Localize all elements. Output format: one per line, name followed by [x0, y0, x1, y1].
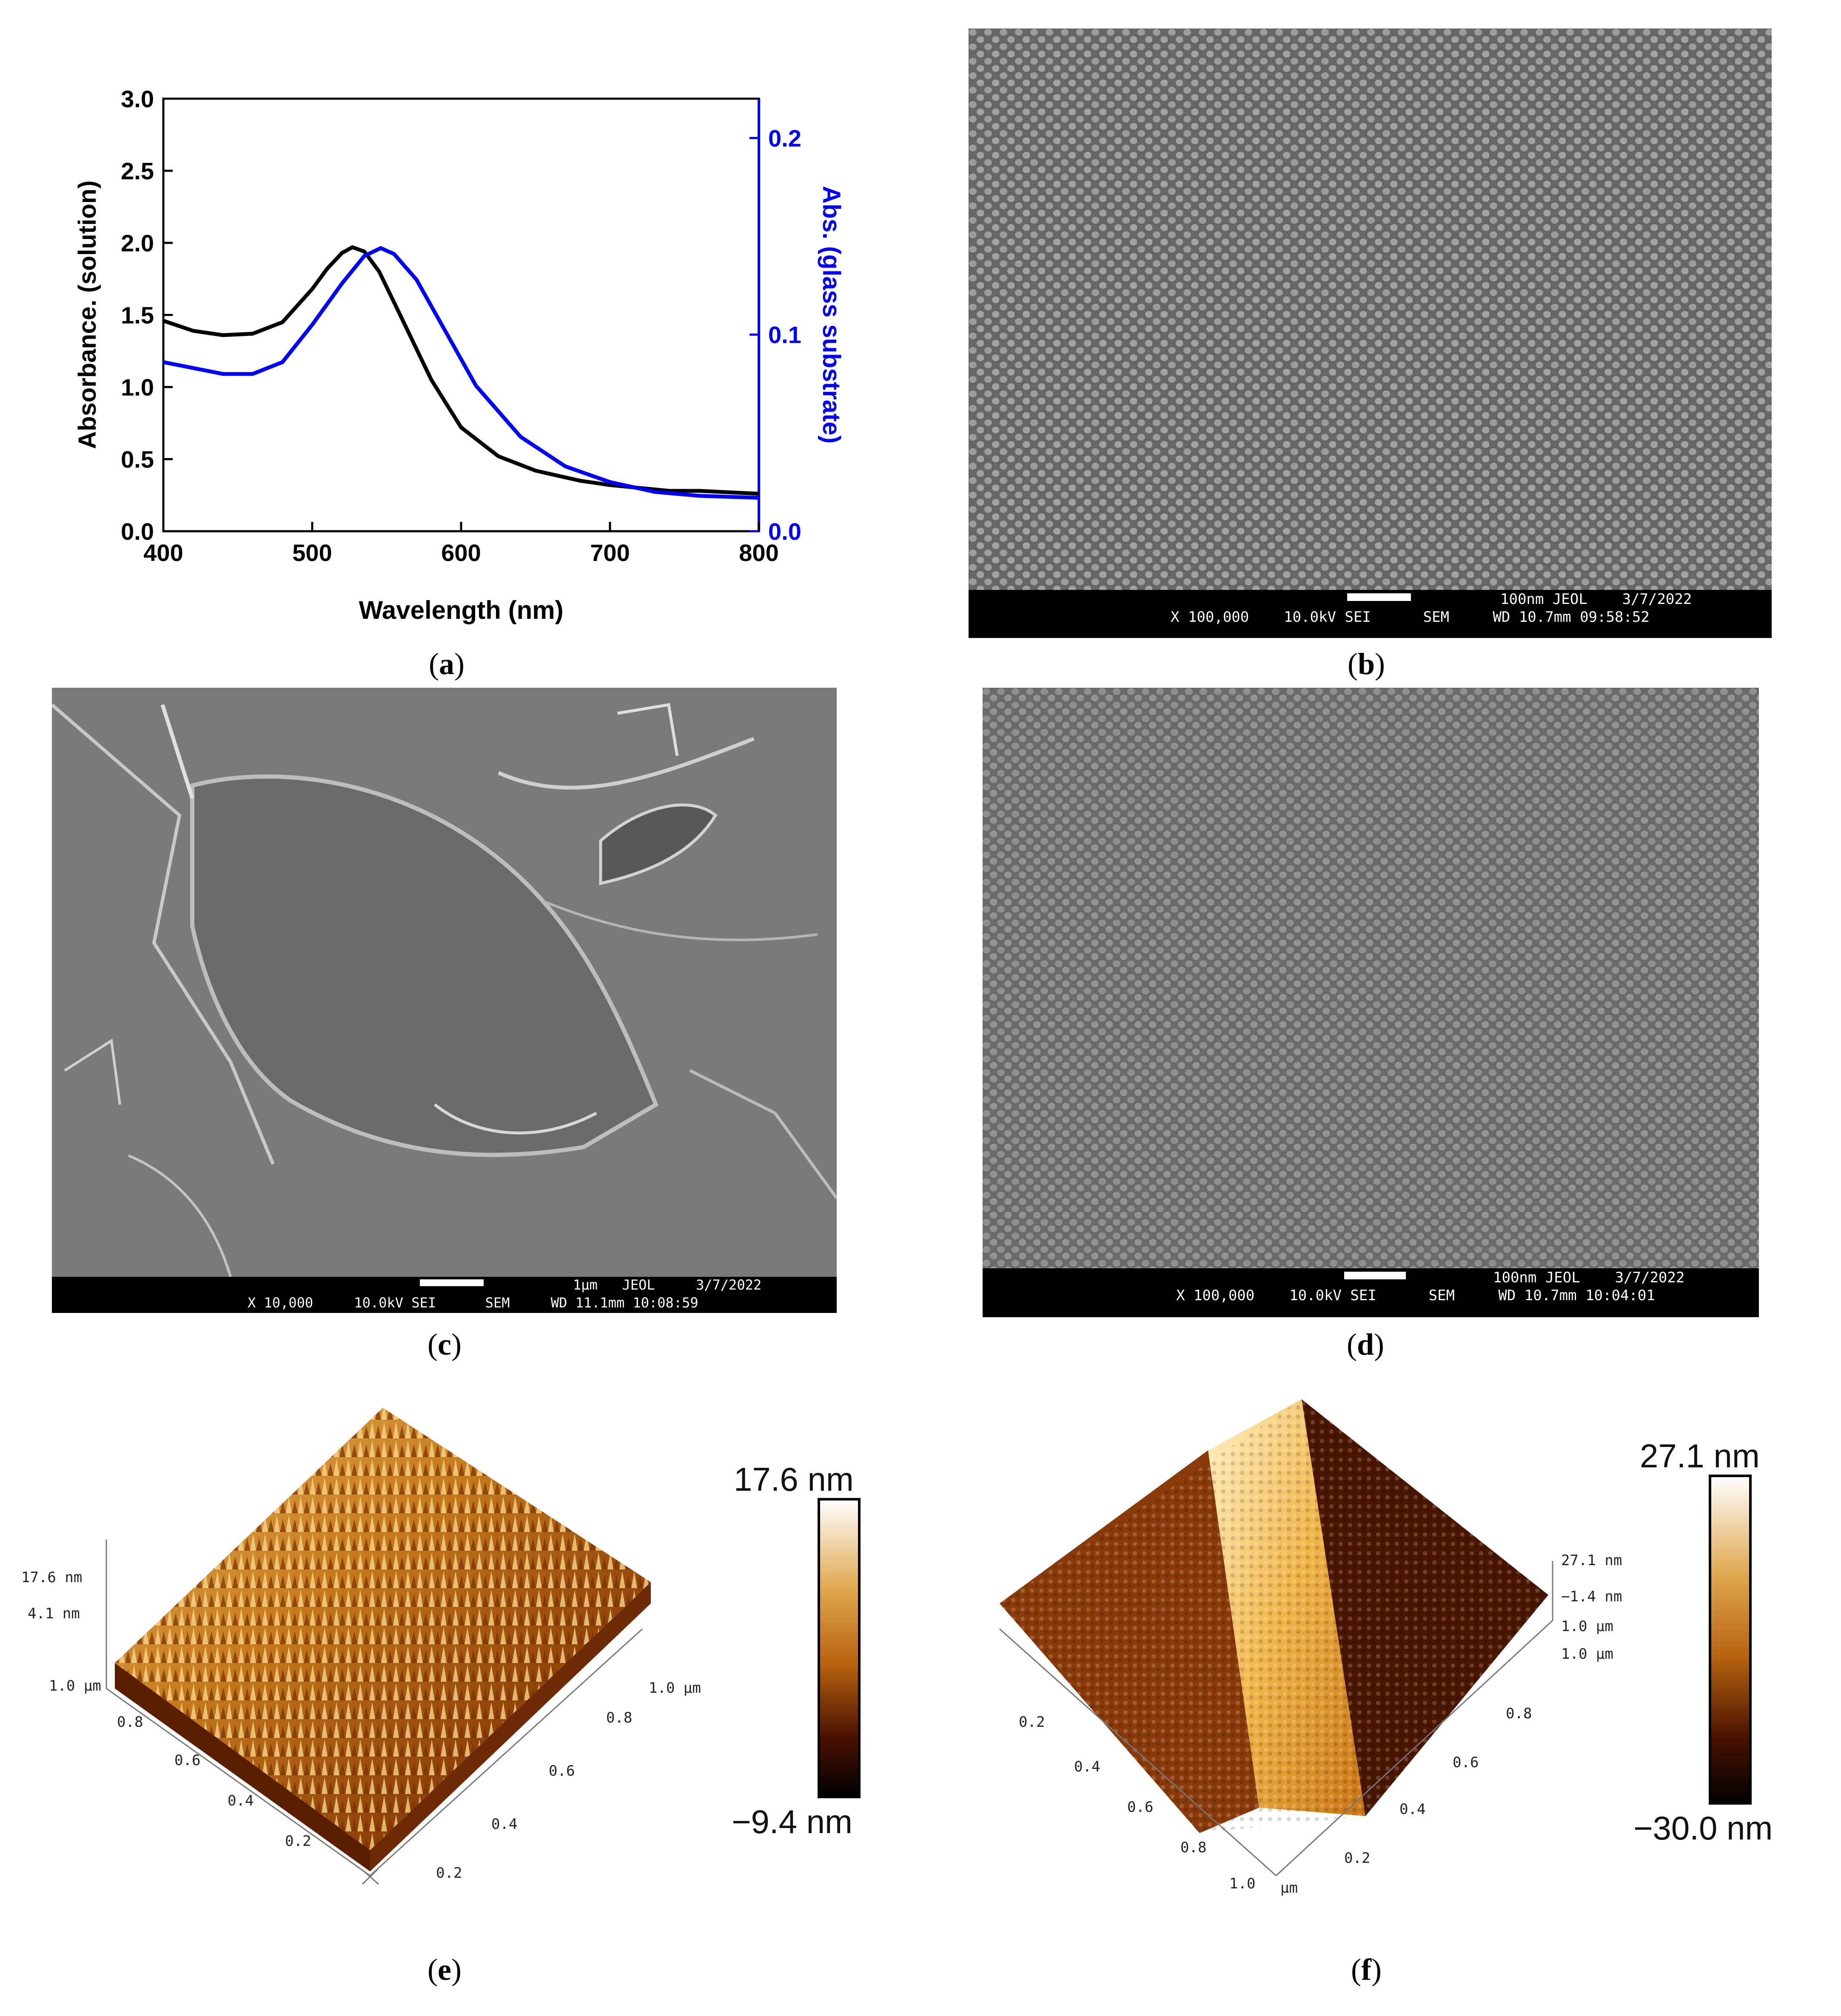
y-right-tick-label: 0.0 — [768, 518, 801, 545]
right-tick-4: 0.2 — [436, 1865, 462, 1882]
sem-image-d: 100nm JEOL 3/7/2022 X 100,000 10.0kV SEI… — [983, 688, 1759, 1317]
sem-line1: 1μm JEOL 3/7/2022 — [573, 1277, 762, 1293]
sem-line1: 100nm JEOL 3/7/2022 — [1500, 591, 1692, 608]
y-left-tick-label: 0.0 — [121, 518, 154, 545]
series-line-glass-substrate — [163, 246, 759, 500]
colorbar-max: 27.1 nm — [1640, 1437, 1760, 1475]
z-top-label: 17.6 nm — [21, 1569, 82, 1586]
z-mid-label: −1.4 nm — [1561, 1588, 1622, 1605]
y-left-tick-label: 3.0 — [121, 85, 154, 112]
z-mid-label: 4.1 nm — [28, 1605, 80, 1622]
corner-right-label: 1.0 μm — [1561, 1646, 1613, 1663]
sem-image-b: 100nm JEOL 3/7/2022 X 100,000 10.0kV SEI… — [969, 28, 1772, 638]
panel-a: 0.0 0.5 1.0 1.5 2.0 2.5 3.0 0.0 0.1 0.2 400 500 60… — [0, 0, 851, 638]
x-tick-label: 400 — [143, 539, 183, 566]
nanoparticle-texture — [983, 688, 1759, 1268]
x-tick-label: 500 — [292, 539, 332, 566]
sem-line1: 100nm JEOL 3/7/2022 — [1493, 1269, 1685, 1286]
left-tick-1: 0.2 — [1019, 1714, 1045, 1731]
left-tick-2: 0.6 — [174, 1752, 200, 1769]
panel-f: 0.2 0.4 0.6 0.8 1.0 μm 0.8 0.6 0.4 0.2 2… — [936, 1382, 1841, 1944]
scale-bar — [420, 1279, 484, 1286]
z-unit-label: 1.0 μm — [1561, 1618, 1613, 1635]
caption-a: (a) — [429, 647, 465, 681]
right-tick-1: 0.8 — [606, 1709, 632, 1726]
left-tick-3: 0.4 — [228, 1792, 254, 1809]
graphene-texture — [52, 688, 837, 1277]
sem-image-c: 1μm JEOL 3/7/2022 X 10,000 10.0kV SEI SE… — [52, 688, 837, 1313]
y-left-tick-label: 1.0 — [121, 374, 154, 401]
corner-right-label: 1.0 μm — [649, 1680, 701, 1697]
x-tick-label: 700 — [590, 539, 630, 566]
caption-d: (d) — [1346, 1327, 1384, 1361]
left-tick-1: 0.8 — [117, 1714, 143, 1731]
colorbar-min: −9.4 nm — [732, 1803, 852, 1840]
absorbance-chart: 0.0 0.5 1.0 1.5 2.0 2.5 3.0 0.0 0.1 0.2 400 500 60… — [74, 85, 845, 624]
caption-f: (f) — [1351, 1953, 1382, 1987]
left-tick-4: 0.8 — [1180, 1839, 1206, 1856]
corner-bottom-label: 1.0 — [1229, 1875, 1255, 1892]
nanoparticle-texture — [969, 28, 1772, 590]
right-tick-4: 0.2 — [1344, 1850, 1370, 1867]
z-top-label: 27.1 nm — [1561, 1552, 1622, 1569]
right-tick-3: 0.4 — [491, 1816, 517, 1833]
caption-c: (c) — [427, 1327, 462, 1361]
afm-3d-e: 17.6 nm 4.1 nm 1.0 μm 1.0 μm 0.8 0.6 0.4… — [21, 1408, 701, 1885]
plot-frame — [162, 97, 760, 532]
left-tick-4: 0.2 — [285, 1833, 311, 1850]
right-tick-1: 0.8 — [1506, 1705, 1532, 1722]
y-right-tick-label: 0.2 — [768, 125, 801, 151]
y-left-tick-label: 1.5 — [121, 302, 154, 329]
y-left-tick-label: 2.0 — [121, 230, 154, 256]
colorbar-e: 17.6 nm −9.4 nm — [732, 1461, 861, 1840]
caption-e: (e) — [427, 1953, 462, 1987]
sem-line2: X 100,000 10.0kV SEI SEM WD 10.7mm 10:04… — [1176, 1287, 1655, 1304]
sem-line2: X 10,000 10.0kV SEI SEM WD 11.1mm 10:08:… — [248, 1295, 698, 1311]
colorbar-max: 17.6 nm — [734, 1461, 854, 1498]
right-tick-2: 0.6 — [549, 1763, 575, 1780]
x-tick-label: 800 — [739, 539, 778, 566]
y-right-tick-label: 0.1 — [768, 322, 801, 348]
corner-bottom-unit: μm — [1280, 1879, 1298, 1896]
scale-bar — [1347, 593, 1411, 601]
sem-line2: X 100,000 10.0kV SEI SEM WD 10.7mm 09:58… — [1171, 609, 1650, 626]
sem-info-bar: 1μm JEOL 3/7/2022 X 10,000 10.0kV SEI SE… — [52, 1277, 837, 1313]
scale-bar — [1344, 1272, 1406, 1279]
series-line-solution — [162, 245, 759, 496]
x-tick-label: 600 — [441, 539, 481, 566]
y-axis-left-label: Absorbance. (solution) — [74, 180, 101, 449]
sem-info-bar: 100nm JEOL 3/7/2022 X 100,000 10.0kV SEI… — [983, 1268, 1759, 1317]
colorbar-min: −30.0 nm — [1633, 1809, 1773, 1847]
afm-3d-f: 0.2 0.4 0.6 0.8 1.0 μm 0.8 0.6 0.4 0.2 — [999, 1399, 1553, 1896]
y-left-tick-label: 2.5 — [121, 158, 154, 185]
y-axis-right-label: Abs. (glass substrate) — [818, 186, 845, 444]
colorbar-f: 27.1 nm −30.0 nm — [1633, 1437, 1773, 1847]
caption-b: (b) — [1347, 647, 1385, 681]
x-axis-label: Wavelength (nm) — [359, 596, 563, 624]
panel-e: 17.6 nm 4.1 nm 1.0 μm 1.0 μm 0.8 0.6 0.4… — [0, 1382, 919, 1944]
afm-f-zaxis-labels: 27.1 nm −1.4 nm 1.0 μm 1.0 μm — [1561, 1552, 1622, 1663]
right-tick-2: 0.6 — [1453, 1754, 1479, 1771]
left-tick-3: 0.6 — [1127, 1799, 1153, 1816]
y-left-tick-label: 0.5 — [121, 446, 154, 473]
left-tick-2: 0.4 — [1074, 1758, 1100, 1775]
sem-info-bar: 100nm JEOL 3/7/2022 X 100,000 10.0kV SEI… — [969, 590, 1772, 638]
corner-left-label: 1.0 μm — [49, 1677, 101, 1694]
right-tick-3: 0.4 — [1399, 1801, 1425, 1818]
